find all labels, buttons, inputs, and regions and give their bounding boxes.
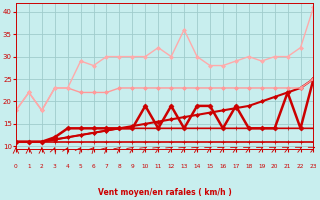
X-axis label: Vent moyen/en rafales ( km/h ): Vent moyen/en rafales ( km/h ) <box>98 188 232 197</box>
